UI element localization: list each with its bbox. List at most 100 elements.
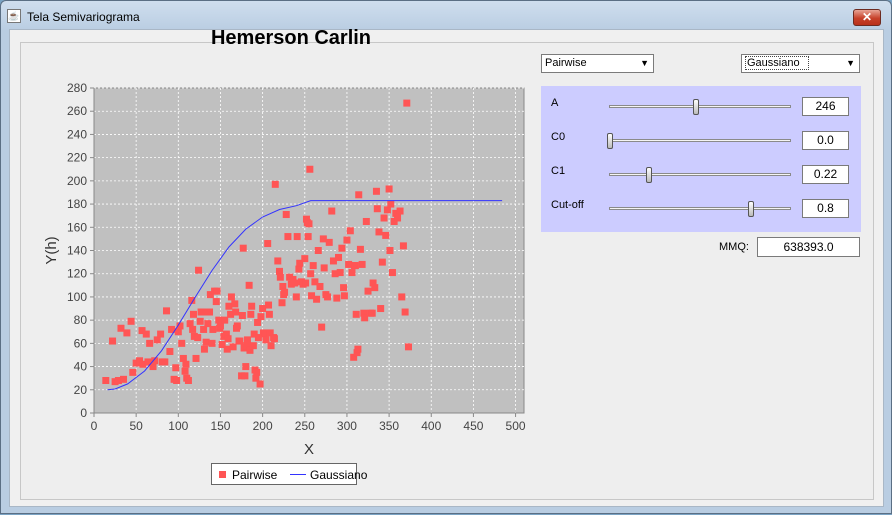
title-bar[interactable]: ☕ Tela Semivariograma ✕ [1, 1, 891, 31]
data-point [166, 347, 174, 355]
data-point [335, 253, 343, 261]
x-tick-label: 250 [295, 419, 315, 433]
data-point [215, 316, 223, 324]
data-point [324, 293, 332, 301]
data-point [208, 339, 216, 347]
param-value-c1[interactable]: 0.22 [802, 165, 849, 184]
data-point [153, 336, 161, 344]
data-point [172, 364, 180, 372]
data-point [238, 312, 246, 319]
data-point [120, 375, 128, 383]
slider-a-handle[interactable] [693, 99, 700, 115]
slider-c1[interactable] [609, 167, 791, 183]
data-point [179, 354, 187, 362]
data-point [168, 325, 176, 333]
data-point [184, 377, 192, 384]
data-point [284, 233, 292, 241]
data-point [338, 244, 346, 252]
data-point [221, 316, 229, 324]
slider-cutoff[interactable] [609, 201, 791, 217]
data-point [328, 207, 336, 215]
data-point [352, 310, 360, 318]
data-point [276, 273, 284, 281]
data-point [138, 327, 146, 335]
data-point [385, 185, 393, 193]
data-point [151, 357, 159, 365]
data-point [313, 295, 321, 303]
slider-a[interactable] [609, 99, 791, 115]
data-point [195, 266, 203, 274]
chevron-down-icon: ▼ [846, 58, 855, 68]
data-point [265, 310, 273, 318]
data-point [392, 209, 400, 217]
y-axis-label: Y(h) [43, 236, 60, 264]
data-point [225, 302, 233, 310]
method-select[interactable]: Pairwise ▼ [541, 54, 654, 73]
slider-c0-handle[interactable] [607, 133, 613, 149]
data-point [336, 269, 344, 277]
model-select-value: Gaussiano [745, 56, 809, 70]
y-tick-label: 240 [67, 127, 87, 141]
data-point [139, 360, 147, 368]
slider-c0[interactable] [607, 133, 791, 149]
data-point [102, 377, 110, 384]
data-point [387, 200, 395, 208]
data-point [157, 330, 165, 338]
data-point [142, 330, 150, 338]
slider-c1-handle[interactable] [645, 167, 652, 183]
data-point [173, 377, 181, 384]
legend-label-gaussiano: Gaussiano [310, 468, 368, 482]
data-point [396, 207, 404, 215]
data-point [250, 330, 258, 338]
data-point [383, 206, 391, 214]
data-point [216, 322, 224, 330]
data-point [382, 231, 390, 239]
data-point [267, 342, 275, 350]
data-point [401, 308, 409, 316]
data-point [350, 353, 358, 361]
data-point [194, 334, 202, 342]
data-point [256, 380, 264, 388]
data-point [403, 99, 411, 107]
data-point [248, 302, 256, 310]
y-tick-label: 260 [67, 104, 87, 118]
data-point [196, 317, 204, 325]
data-point [329, 257, 337, 265]
java-cup-icon: ☕ [7, 9, 21, 23]
data-point [386, 247, 394, 254]
data-point [231, 300, 239, 308]
param-label-a: A [551, 97, 559, 109]
data-point [261, 330, 269, 338]
x-tick-label: 100 [168, 419, 188, 433]
data-point [200, 345, 208, 353]
data-point [209, 325, 217, 333]
chart-title: Hemerson Carlin [210, 27, 372, 49]
y-tick-label: 160 [67, 220, 87, 234]
data-point [282, 211, 290, 219]
param-value-c0[interactable]: 0.0 [802, 131, 849, 150]
data-point [227, 310, 235, 318]
data-point [224, 335, 232, 343]
data-point [144, 358, 152, 366]
data-point [360, 309, 368, 317]
slider-cutoff-handle[interactable] [747, 201, 754, 217]
data-point [314, 247, 322, 254]
data-point [202, 338, 210, 346]
data-point [265, 301, 273, 309]
param-value-cutoff[interactable]: 0.8 [802, 199, 849, 218]
data-point [307, 270, 315, 278]
data-point [388, 269, 396, 277]
data-point [218, 341, 226, 349]
data-point [245, 281, 253, 289]
model-select[interactable]: Gaussiano ▼ [741, 54, 860, 73]
data-point [206, 291, 214, 299]
data-point [161, 358, 169, 366]
y-tick-label: 100 [67, 290, 87, 304]
x-tick-label: 500 [506, 419, 526, 433]
param-value-a[interactable]: 246 [802, 97, 849, 116]
data-point [404, 343, 412, 351]
data-point [394, 214, 402, 222]
close-button[interactable]: ✕ [853, 9, 881, 26]
data-point [249, 342, 257, 350]
